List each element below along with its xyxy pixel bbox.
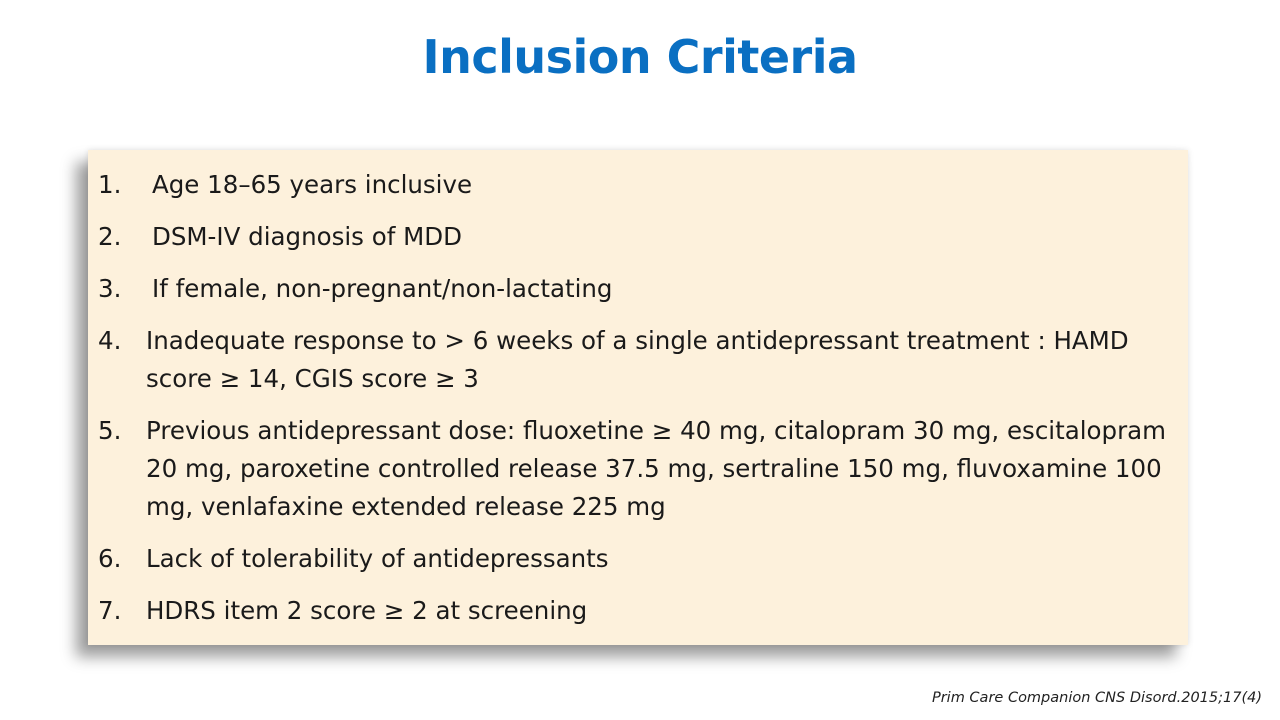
criteria-text: Previous antidepressant dose: fluoxetine…: [146, 416, 1167, 521]
criteria-box: 1. Age 18–65 years inclusive 2. DSM-IV d…: [88, 150, 1188, 645]
criteria-number: 6.: [98, 544, 122, 573]
criteria-text: Age 18–65 years inclusive: [152, 170, 473, 199]
criteria-number: 7.: [98, 596, 122, 625]
criteria-number: 4.: [98, 326, 122, 355]
criteria-item-1: 1. Age 18–65 years inclusive: [88, 166, 1188, 204]
criteria-item-2: 2. DSM-IV diagnosis of MDD: [88, 218, 1188, 256]
criteria-item-4: 4. Inadequate response to > 6 weeks of a…: [88, 322, 1188, 398]
criteria-item-6: 6. Lack of tolerability of antidepressan…: [88, 540, 1188, 578]
criteria-item-5: 5. Previous antidepressant dose: fluoxet…: [88, 412, 1188, 526]
criteria-number: 1.: [98, 170, 122, 199]
criteria-item-7: 7. HDRS item 2 score ≥ 2 at screening: [88, 592, 1188, 630]
criteria-text: Inadequate response to > 6 weeks of a si…: [146, 326, 1129, 393]
criteria-text: HDRS item 2 score ≥ 2 at screening: [146, 596, 588, 625]
criteria-number: 3.: [98, 274, 122, 303]
criteria-item-3: 3. If female, non-pregnant/non-lactating: [88, 270, 1188, 308]
criteria-number: 2.: [98, 222, 122, 251]
citation: Prim Care Companion CNS Disord.2015;17(4…: [931, 690, 1262, 706]
slide-title: Inclusion Criteria: [422, 30, 858, 84]
criteria-text: DSM-IV diagnosis of MDD: [152, 222, 463, 251]
criteria-list: 1. Age 18–65 years inclusive 2. DSM-IV d…: [88, 166, 1188, 630]
criteria-number: 5.: [98, 416, 122, 445]
criteria-text: If female, non-pregnant/non-lactating: [152, 274, 613, 303]
criteria-text: Lack of tolerability of antidepressants: [146, 544, 609, 573]
